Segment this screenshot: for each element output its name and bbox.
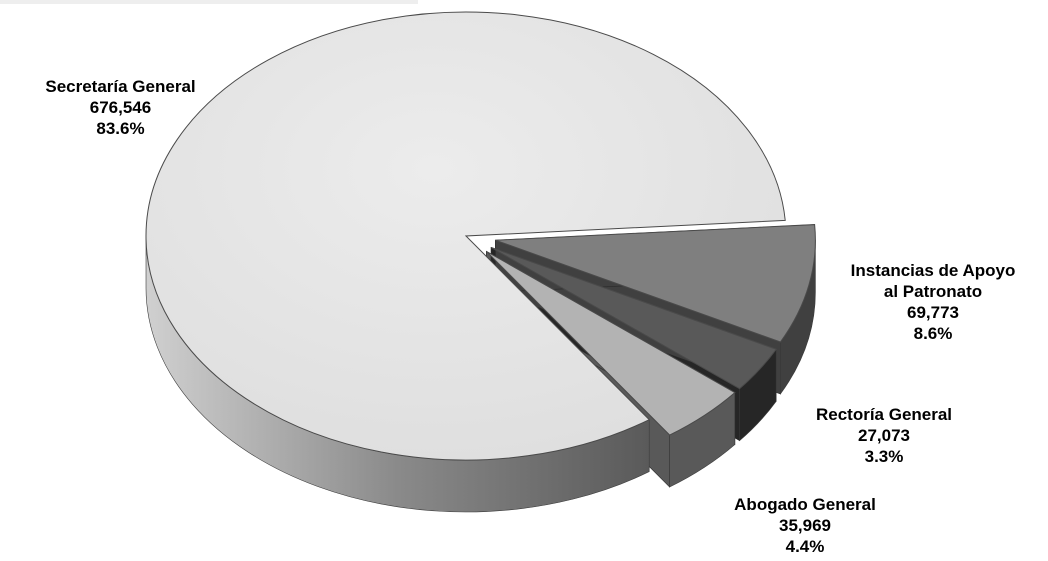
slice-name-rectoria-general: Rectoría General xyxy=(815,405,953,424)
slice-percent-secretaria-general: 83.6% xyxy=(96,119,145,138)
slice-label-instancias-apoyo: Instancias de Apoyo al Patronato 69,773 … xyxy=(824,260,1042,344)
slice-percent-rectoria-general: 3.3% xyxy=(864,447,904,466)
slice-abogado-general xyxy=(486,250,736,436)
slice-label-secretaria-general: Secretaría General 676,546 83.6% xyxy=(8,76,233,139)
slice-instancias-apoyo xyxy=(495,224,816,343)
slice-percent-abogado-general: 4.4% xyxy=(785,537,825,556)
slice-rectoria-general xyxy=(490,246,777,390)
slice-value-secretaria-general: 676,546 xyxy=(89,98,152,117)
slice-name-instancias-apoyo-line2: al Patronato xyxy=(883,282,983,301)
top-band xyxy=(0,0,418,4)
slice-name-instancias-apoyo-line1: Instancias de Apoyo xyxy=(850,261,1016,280)
slice-label-abogado-general: Abogado General 35,969 4.4% xyxy=(705,494,905,557)
slice-value-rectoria-general: 27,073 xyxy=(858,426,910,445)
pie-tops xyxy=(145,11,816,461)
slice-percent-instancias-apoyo: 8.6% xyxy=(913,324,953,343)
slice-value-instancias-apoyo: 69,773 xyxy=(907,303,959,322)
slice-label-rectoria-general: Rectoría General 27,073 3.3% xyxy=(784,404,984,467)
slice-value-abogado-general: 35,969 xyxy=(779,516,831,535)
slice-secretaria-general xyxy=(145,11,786,461)
slice-name-secretaria-general: Secretaría General xyxy=(45,77,196,96)
slice-name-abogado-general: Abogado General xyxy=(734,495,876,514)
